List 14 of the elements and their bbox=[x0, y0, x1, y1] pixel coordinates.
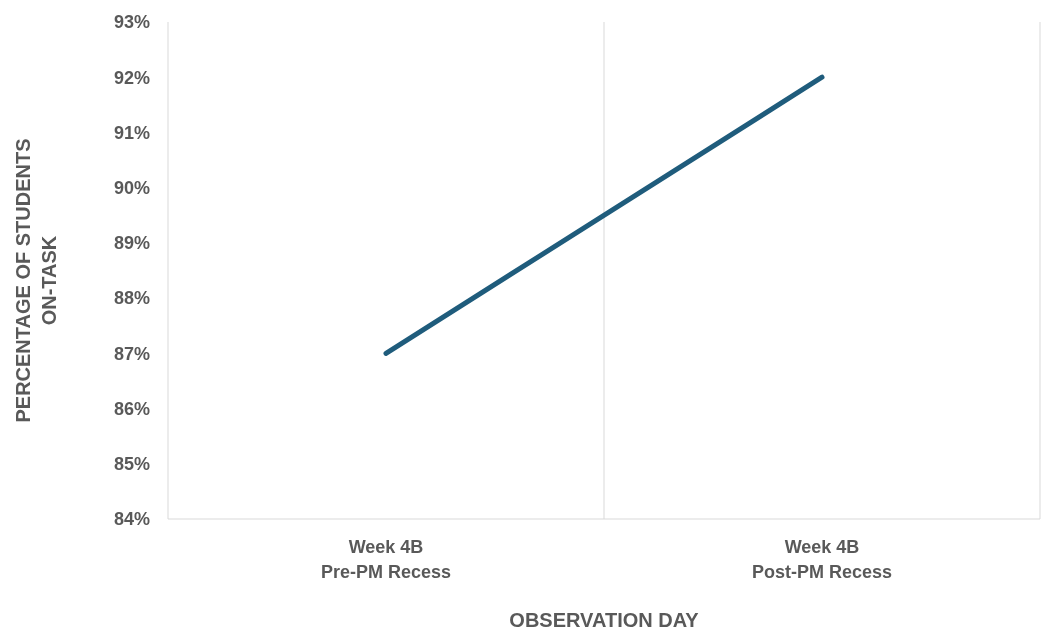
x-tick-label: Week 4B Post-PM Recess bbox=[751, 537, 893, 582]
y-tick-label: 87% bbox=[113, 343, 150, 364]
y-tick-label: 84% bbox=[113, 509, 150, 530]
y-tick-label: 92% bbox=[113, 67, 150, 88]
y-tick-label: 91% bbox=[113, 122, 150, 143]
y-tick-label: 85% bbox=[113, 454, 150, 475]
y-tick-label: 88% bbox=[113, 288, 150, 309]
y-tick-label: 89% bbox=[113, 233, 150, 254]
y-tick-label: 93% bbox=[113, 12, 150, 33]
y-axis-title: PERCENTAGE OF STUDENTS ON-TASK bbox=[12, 138, 60, 423]
x-axis-title: OBSERVATION DAY bbox=[509, 609, 700, 631]
y-tick-label: 90% bbox=[113, 177, 150, 198]
x-tick-label: Week 4B Pre-PM Recess bbox=[320, 537, 452, 582]
y-tick-label: 86% bbox=[113, 398, 150, 419]
